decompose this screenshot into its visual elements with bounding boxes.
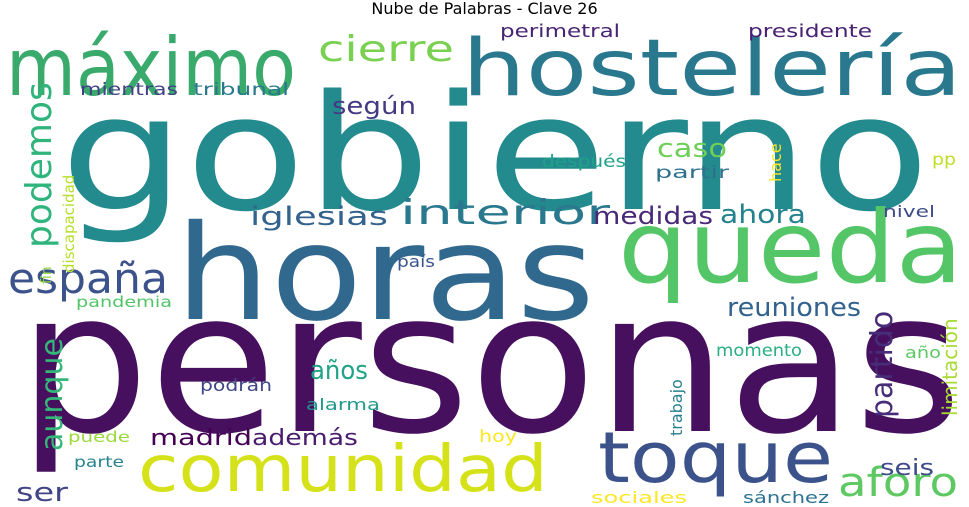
word-podran: podrán [200,376,273,396]
word-segun: según [332,92,417,120]
word-ademas: además [252,426,358,451]
word-perimetral: perimetral [500,21,621,42]
word-limitacion: limitación [938,318,962,416]
chart-title: Nube de Palabras - Clave 26 [371,0,598,18]
word-anos: años [310,356,368,386]
word-medidas: medidas [593,202,714,230]
word-caso: caso [657,134,728,164]
word-comunidad: comunidad [138,433,548,507]
word-seis: seis [880,456,934,481]
word-pais: país [397,252,435,271]
word-podemos: podemos [19,82,60,248]
word-ser: ser [16,478,68,507]
word-horas: horas [175,197,595,351]
word-trabajo: trabajo [667,379,686,436]
word-sanchez: sánchez [743,488,830,507]
word-nivel: nivel [883,202,935,221]
word-parte: parte [74,453,124,471]
word-maximo: máximo [6,21,297,114]
word-puede: puede [68,428,131,446]
word-hoy: hoy [479,427,517,447]
word-partir: partir [655,163,730,183]
word-tribunal: tribunal [193,80,290,100]
word-hace: hace [766,143,785,182]
word-ano: año [905,343,942,362]
word-personas: personas [18,250,963,478]
word-espana: españa [8,254,168,303]
word-sociales: sociales [591,488,688,507]
word-ahora: ahora [720,200,806,230]
word-iglesias: iglesias [250,202,389,232]
word-pandemia: pandemia [76,293,173,311]
word-interior: interior [400,193,610,233]
word-partido: partido [865,310,900,418]
word-discapacidad: discapacidad [60,174,78,273]
word-toque: toque [598,417,834,499]
word-aunque: aunque [35,338,70,451]
word-cierre: cierre [318,29,455,70]
word-momento: momento [716,341,803,361]
word-cloud: personas gobierno horas queda hostelería… [0,18,969,507]
word-pp: pp [932,150,956,170]
word-reuniones: reuniones [727,293,862,323]
word-hosteleria: hostelería [462,24,962,114]
word-alarma: alarma [306,395,380,414]
word-madrid: madrid [150,426,253,451]
word-presidente: presidente [748,21,873,42]
word-despues: después [542,152,626,172]
word-mientras: mientras [80,80,179,100]
word-gobierno: gobierno [60,60,931,247]
word-fin: fin [39,266,55,284]
word-queda: queda [618,189,964,306]
word-aforo: aforo [838,460,959,506]
